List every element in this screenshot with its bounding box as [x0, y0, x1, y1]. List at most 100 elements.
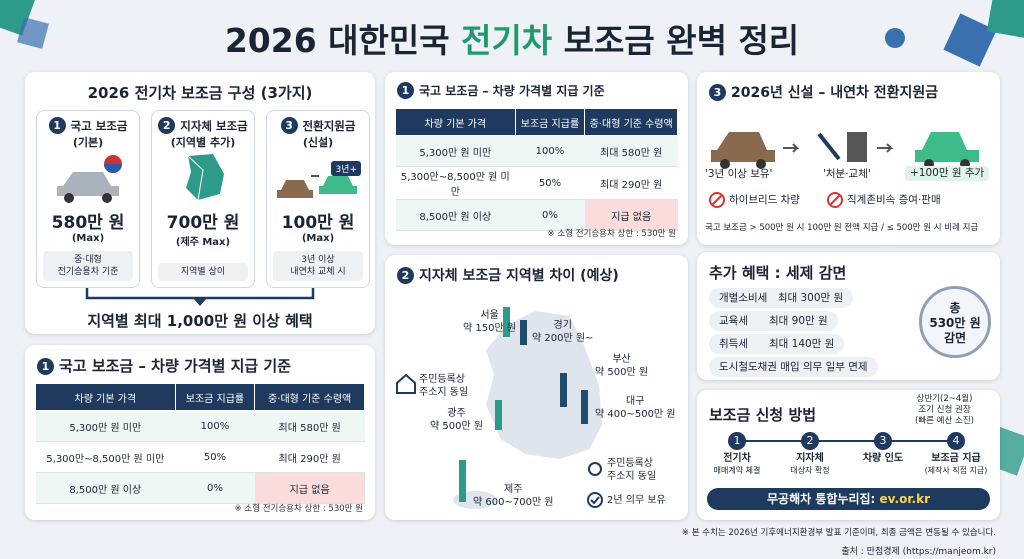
name: 제주 [504, 484, 523, 495]
bracket [85, 288, 315, 306]
circle [756, 159, 766, 169]
card-note-line: 전기승용차 기준 [57, 267, 119, 277]
header-cell: 중·대형 기준 수령액 [584, 108, 678, 136]
amount: 약 200만 원~ [532, 333, 594, 344]
div: 대구 약 400~500만 원 [595, 395, 676, 421]
card-icon [37, 150, 139, 206]
path [877, 143, 894, 153]
div: 주민등록상 주소지 동일 [607, 457, 656, 483]
table-cell: 5,300만 원 미만 [395, 135, 516, 167]
path [57, 172, 119, 196]
header-cell: 차량 기본 가격 [35, 383, 176, 411]
div: 교육세 최대 90만 원 [709, 311, 838, 331]
component-card: 2 지자체 보조금 (지역별 추가) 700만 원 (제주 Max) 지역별 상이 [151, 110, 255, 288]
table-title-text: 국고 보조금 – 차량 가격별 지급 기준 [419, 84, 605, 98]
name: 부산 [612, 354, 631, 365]
card-note: 지역별 상이 [158, 263, 248, 281]
path [186, 154, 224, 200]
path [483, 308, 605, 462]
name: 교육세 [719, 315, 748, 327]
step-label: 대상자 확정 [790, 466, 830, 475]
table-wrap: 차량 기본 가격 보조금 지급률 중·대형 기준 수령액 5,300만 원 미만 100… [35, 383, 365, 504]
table-cell: 8,500만 원 이상 [35, 472, 176, 504]
rect [17, 17, 49, 49]
title-prefix: 2026 대한민국 [224, 21, 462, 60]
path [783, 143, 800, 153]
step-label: 보조금 지급 [931, 453, 981, 464]
title-highlight: 전기차 [461, 21, 553, 60]
path [590, 496, 600, 505]
title-suffix: 보조금 완벽 정리 [552, 21, 800, 60]
steps: +100만 원 추가 [905, 166, 990, 181]
rect [986, 0, 1024, 39]
steps: '3년 이상 보유' [705, 168, 773, 180]
table-row: 8,500만 원 이상 0% 지급 없음 [395, 199, 678, 231]
path [187, 155, 204, 201]
path [319, 176, 357, 194]
div: 광주 약 500만 원 [430, 407, 483, 433]
apply-step: 1 전기차 매매계약 체결 [704, 432, 770, 477]
circle [102, 193, 112, 203]
apply-step: 2 지자체 대상자 확정 [777, 432, 843, 477]
table-cell: 최대 290만 원 [254, 441, 365, 473]
table-note: ※ 소형 전기승용차 상한 : 530만 원 [234, 504, 363, 514]
conversion-panel: 3 2026년 신설 – 내연차 전환지원금 '3년 이상 보유' '처분·교체'… [697, 72, 1000, 245]
address-note: 주민등록상 [419, 374, 465, 385]
component-card: 1 국고 보조금 (기본) 580만 원 (Max) 중·대형 전기승용차 기준 [36, 110, 140, 288]
table-wrap: 차량 기본 가격 보조금 지급률 중·대형 기준 수령액 5,300만 원 미만 100… [395, 108, 678, 231]
name: 서울 [480, 310, 499, 321]
excluded: 하이브리드 차량 [729, 194, 800, 206]
div: 서울 약 150만 원 [463, 309, 516, 335]
card-note-line: 3년 이상 [301, 255, 335, 265]
note: ※ 본 수치는 2026년 기후에너지환경부 발표 기준이며, 최종 금액은 변… [681, 528, 996, 538]
amount: 최대 140만 원 [768, 338, 835, 350]
address-note: 주소지 동일 [607, 471, 657, 482]
card-amount: 100만 원 [281, 213, 355, 233]
title: 추가 혜택 : 세제 감면 [709, 264, 847, 282]
circle [64, 193, 74, 203]
rect [459, 460, 466, 502]
early: 상반기(2~4월) [916, 394, 973, 404]
table-row: 5,300만~8,500만 원 미만 50% 최대 290만 원 [395, 166, 678, 200]
table-number: 1 [37, 358, 54, 375]
path [829, 194, 841, 206]
header-cell: 중·대형 기준 수령액 [254, 383, 365, 411]
svg [277, 175, 357, 198]
table-title: 1 국고 보조금 – 차량 가격별 지급 기준 [37, 355, 375, 376]
conversion-icons [709, 132, 979, 208]
div: 개별소비세 최대 300만 원 [709, 288, 854, 308]
title: 2026 대한민국 전기차 보조금 완벽 정리 [0, 14, 1024, 62]
card-amount: 700만 원 [166, 213, 240, 233]
total: 530만 원 [929, 316, 981, 330]
regional-panel: 2 지자체 보조금 지역별 차이 (예상) 서울 약 150만 원 경기 약 200만… [385, 255, 688, 520]
card-max: (Max) [301, 233, 335, 244]
source: 출처 : 만점경제 (https://manjeom.kr) [841, 547, 996, 557]
path [711, 132, 775, 162]
header-cell: 보조금 지급률 [514, 108, 586, 136]
card-note-line: 내연차 교체 시 [290, 267, 346, 277]
rect [943, 13, 997, 67]
portal: 무공해차 통합누리집: ev.or.kr [707, 488, 990, 510]
card-name: 국고 보조금 [70, 119, 128, 133]
card-icon [152, 150, 254, 206]
path [915, 132, 979, 162]
table-cell: 100% [175, 410, 255, 442]
step-number: 1 [728, 432, 746, 450]
card-name: 지자체 보조금 [180, 119, 248, 133]
card-max: (Max) [71, 233, 105, 244]
div: 상반기(2~4월) 조기 신청 권장 (빠른 예산 소진) [915, 394, 974, 427]
title: 보조금 신청 방법 [709, 406, 817, 424]
tax-panel: 추가 혜택 : 세제 감면 개별소비세 최대 300만 원 교육세 최대 90만… [697, 252, 1000, 380]
path [85, 288, 315, 300]
name: 취득세 [719, 338, 748, 350]
steps: '처분·교체' [823, 168, 871, 180]
card-sub: (신설) [302, 136, 334, 149]
name: 개별소비세 [719, 292, 768, 304]
card-number: 3 [280, 117, 298, 134]
table-cell: 100% [515, 135, 585, 167]
national-table-panel: 1 국고 보조금 – 차량 가격별 지급 기준 차량 기본 가격 보조금 지급률 중·대… [385, 72, 688, 245]
path [817, 132, 841, 161]
header-cell: 보조금 지급률 [174, 383, 256, 411]
table-title-text: 국고 보조금 – 차량 가격별 지급 기준 [59, 357, 292, 375]
